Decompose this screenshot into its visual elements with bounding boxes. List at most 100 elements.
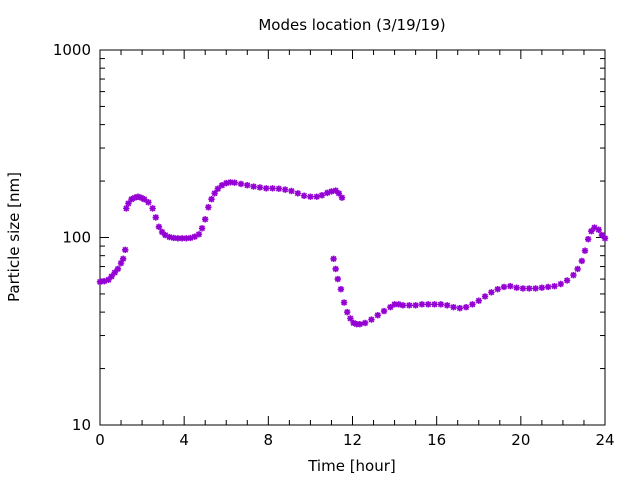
chart-title: Modes location (3/19/19) [258,16,445,34]
data-point [149,205,156,212]
data-point [344,308,351,316]
data-point [281,186,289,193]
data-point [227,179,234,186]
data-point [481,293,489,300]
data-point [275,185,283,192]
data-point [223,179,230,187]
data-point [111,269,118,276]
data-point [244,182,251,189]
data-point [570,271,577,279]
data-point [588,228,595,235]
y-axis-label: Particle size [nm] [5,172,23,302]
data-point [557,280,565,288]
data-point [218,182,226,189]
data-point [334,275,341,283]
data-point [211,190,218,197]
data-point [437,301,445,308]
data-point [307,193,314,200]
data-point [205,204,212,211]
data-point [195,231,203,238]
data-point [256,184,264,191]
data-point [174,235,182,242]
x-tick-label: 0 [95,431,105,449]
data-point [332,265,339,273]
data-point [350,319,357,327]
data-point [475,297,482,304]
data-point [598,231,606,239]
data-point [425,301,432,308]
data-point [507,282,514,290]
data-point [361,319,369,327]
data-point [313,193,320,200]
x-tick-label: 12 [343,431,362,449]
data-point [131,194,138,201]
data-point [328,188,335,195]
data-point [387,303,394,311]
data-point [544,283,552,291]
data-point [300,192,308,199]
data-point [538,284,546,291]
data-point [335,190,343,197]
data-point [198,225,206,232]
data-point [418,301,426,308]
data-point [140,196,148,203]
data-point [125,200,132,207]
data-point [170,234,177,242]
x-tick-label: 24 [595,431,614,449]
data-point [119,255,127,262]
data-point [96,278,104,286]
data-point [183,235,190,242]
data-point [347,315,354,322]
data-point [294,190,301,197]
data-point [391,301,398,308]
data-point [574,265,581,273]
data-point [214,185,222,192]
data-point [263,185,270,192]
data-point [526,285,533,292]
data-point [114,265,122,273]
data-point [519,285,527,292]
y-tick-label: 1000 [53,41,91,59]
data-point [187,234,194,242]
data-point [288,187,295,195]
data-point [128,196,135,203]
x-tick-label: 8 [264,431,274,449]
data-point [237,180,245,188]
data-point [191,233,198,240]
data-point [584,235,592,243]
data-point [162,231,169,239]
data-point [340,299,348,306]
x-tick-label: 16 [427,431,446,449]
data-point [134,193,142,200]
data-point [595,226,602,233]
data-point [152,214,159,221]
data-point [330,255,337,262]
data-point [231,179,238,186]
data-point [123,205,130,212]
data-point [456,304,464,312]
data-point [158,228,166,236]
data-point [601,235,609,242]
y-tick-label: 10 [72,416,91,434]
data-point [269,185,276,192]
x-axis-label: Time [hour] [307,457,396,475]
data-point [324,189,331,197]
x-tick-label: 4 [179,431,189,449]
data-point [368,316,375,323]
data-point [105,276,112,283]
x-tick-label: 20 [511,431,530,449]
data-point [469,301,476,308]
data-point [250,183,257,190]
data-point [399,302,407,309]
data-point [591,224,598,231]
data-point [117,259,125,267]
data-point [563,277,571,284]
data-point [145,199,152,206]
data-point [178,235,186,242]
data-point [513,284,520,291]
data-point [380,307,388,315]
data-point [108,273,115,280]
data-point [578,257,586,265]
data-point [443,302,451,309]
